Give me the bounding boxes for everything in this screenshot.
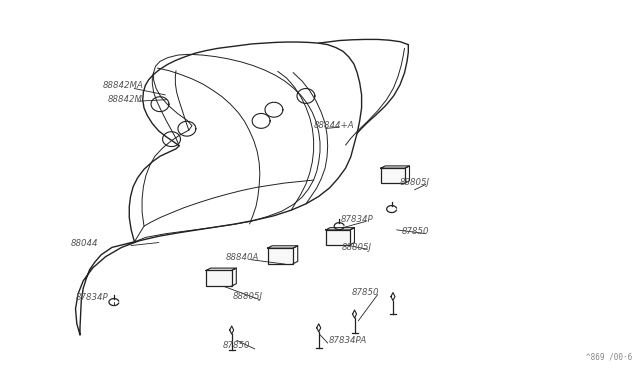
Text: 88805J: 88805J — [232, 292, 262, 301]
Text: 87834PA: 87834PA — [328, 336, 367, 345]
Text: 88840A: 88840A — [225, 253, 259, 262]
Text: 87834P: 87834P — [76, 293, 108, 302]
Text: 88842MA: 88842MA — [102, 81, 143, 90]
Text: 87850: 87850 — [351, 288, 379, 297]
Bar — [381, 168, 405, 183]
Text: 88844+A: 88844+A — [314, 121, 354, 130]
Text: 87850: 87850 — [223, 341, 250, 350]
Text: 87850: 87850 — [401, 227, 429, 236]
Text: 88805J: 88805J — [400, 178, 430, 187]
Text: 88805J: 88805J — [342, 243, 372, 252]
Text: 88044: 88044 — [70, 239, 98, 248]
Text: 87834P: 87834P — [340, 215, 373, 224]
Text: ^869 /00·6: ^869 /00·6 — [586, 353, 632, 362]
Text: 88842M: 88842M — [108, 95, 143, 104]
Bar — [206, 270, 232, 286]
Bar — [268, 248, 293, 264]
Bar — [326, 230, 350, 245]
